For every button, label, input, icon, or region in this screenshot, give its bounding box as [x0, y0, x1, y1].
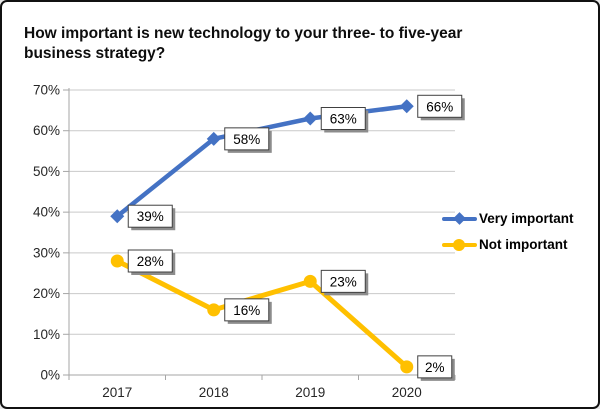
diamond-marker-icon: [110, 209, 125, 224]
data-label-box: [417, 355, 453, 379]
y-tick-label: 20%: [33, 286, 60, 301]
y-tick-label: 10%: [33, 327, 60, 342]
diamond-marker-icon: [453, 212, 466, 225]
legend-label: Not important: [479, 237, 568, 252]
data-label-box: [127, 249, 173, 273]
data-label-box: [127, 204, 173, 228]
y-tick-label: 70%: [33, 83, 60, 98]
diamond-marker-icon: [303, 111, 318, 126]
y-tick-label: 0%: [40, 368, 60, 383]
legend-sample-not-important: [442, 238, 477, 252]
x-tick-label: 2019: [295, 385, 325, 400]
legend-item-very-important: Very important: [442, 208, 574, 229]
y-tick-label: 60%: [33, 123, 60, 138]
circle-marker-icon: [207, 303, 221, 317]
diamond-marker-icon: [206, 131, 221, 146]
data-label: 16%: [233, 303, 260, 318]
data-label-box: [320, 107, 366, 130]
series-line-not-important: [114, 258, 410, 370]
data-label: 63%: [330, 112, 357, 127]
data-label: 39%: [137, 209, 164, 224]
circle-marker-icon: [400, 360, 414, 374]
y-tick-label: 40%: [33, 205, 60, 220]
y-tick-label: 30%: [33, 245, 60, 260]
circle-marker-icon: [303, 274, 317, 288]
legend-label: Very important: [479, 211, 574, 226]
data-label-box: [224, 298, 270, 322]
legend-sample-very-important: [442, 212, 477, 226]
legend-item-not-important: Not important: [442, 234, 574, 255]
diamond-marker-icon: [399, 99, 414, 114]
data-label-box: [417, 94, 463, 118]
chart-title: How important is new technology to your …: [24, 25, 463, 62]
circle-marker-icon: [110, 254, 124, 268]
y-tick-label: 50%: [33, 164, 60, 179]
data-label: 58%: [233, 132, 260, 147]
circle-marker-icon: [453, 238, 465, 251]
data-label-box: [320, 269, 366, 293]
x-tick-label: 2020: [392, 385, 422, 400]
data-label: 66%: [426, 99, 453, 114]
data-label-box: [224, 127, 270, 151]
x-tick-label: 2017: [102, 385, 132, 400]
data-label: 23%: [330, 274, 357, 289]
data-label: 28%: [137, 254, 164, 269]
x-tick-label: 2018: [199, 385, 229, 400]
data-label: 2%: [425, 360, 445, 375]
chart-legend: Very important Not important: [442, 208, 574, 255]
